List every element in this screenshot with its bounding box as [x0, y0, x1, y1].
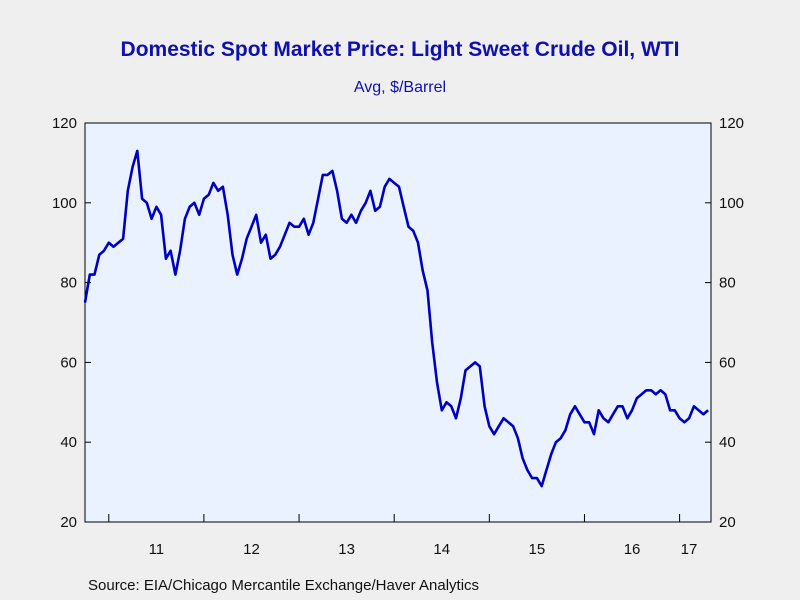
y-tick-label-left: 120 — [52, 115, 77, 132]
y-axis-right: 20 40 60 80 100 120 — [705, 115, 744, 531]
source-note: Source: EIA/Chicago Mercantile Exchange/… — [88, 577, 480, 594]
x-tick-label: 15 — [529, 541, 546, 558]
chart-title: Domestic Spot Market Price: Light Sweet … — [120, 38, 680, 61]
x-tick-label: 12 — [243, 541, 260, 558]
y-tick-label-left: 40 — [60, 434, 77, 451]
y-tick-label-right: 20 — [719, 514, 736, 531]
x-tick-label: 11 — [149, 541, 165, 558]
x-tick-label: 17 — [681, 541, 698, 558]
y-tick-label-left: 60 — [60, 354, 77, 371]
chart-subtitle: Avg, $/Barrel — [353, 79, 447, 96]
x-tick-label: 13 — [338, 541, 355, 558]
y-axis-left: 20 40 60 80 100 120 — [52, 115, 91, 531]
y-tick-label-right: 40 — [719, 434, 736, 451]
series-line — [83, 149, 709, 488]
x-tick-label: 16 — [624, 541, 641, 558]
y-tick-label-right: 120 — [719, 115, 744, 132]
y-tick-label-right: 100 — [719, 195, 744, 212]
x-axis: 11 12 13 14 15 16 17 — [108, 514, 698, 558]
y-tick-label-right: 80 — [719, 275, 736, 292]
y-tick-label-left: 100 — [52, 195, 77, 212]
x-tick-label: 14 — [433, 541, 450, 558]
y-tick-label-left: 20 — [60, 514, 77, 531]
y-tick-label-right: 60 — [719, 354, 736, 371]
y-tick-label-left: 80 — [60, 275, 77, 292]
plot-area — [84, 122, 712, 523]
